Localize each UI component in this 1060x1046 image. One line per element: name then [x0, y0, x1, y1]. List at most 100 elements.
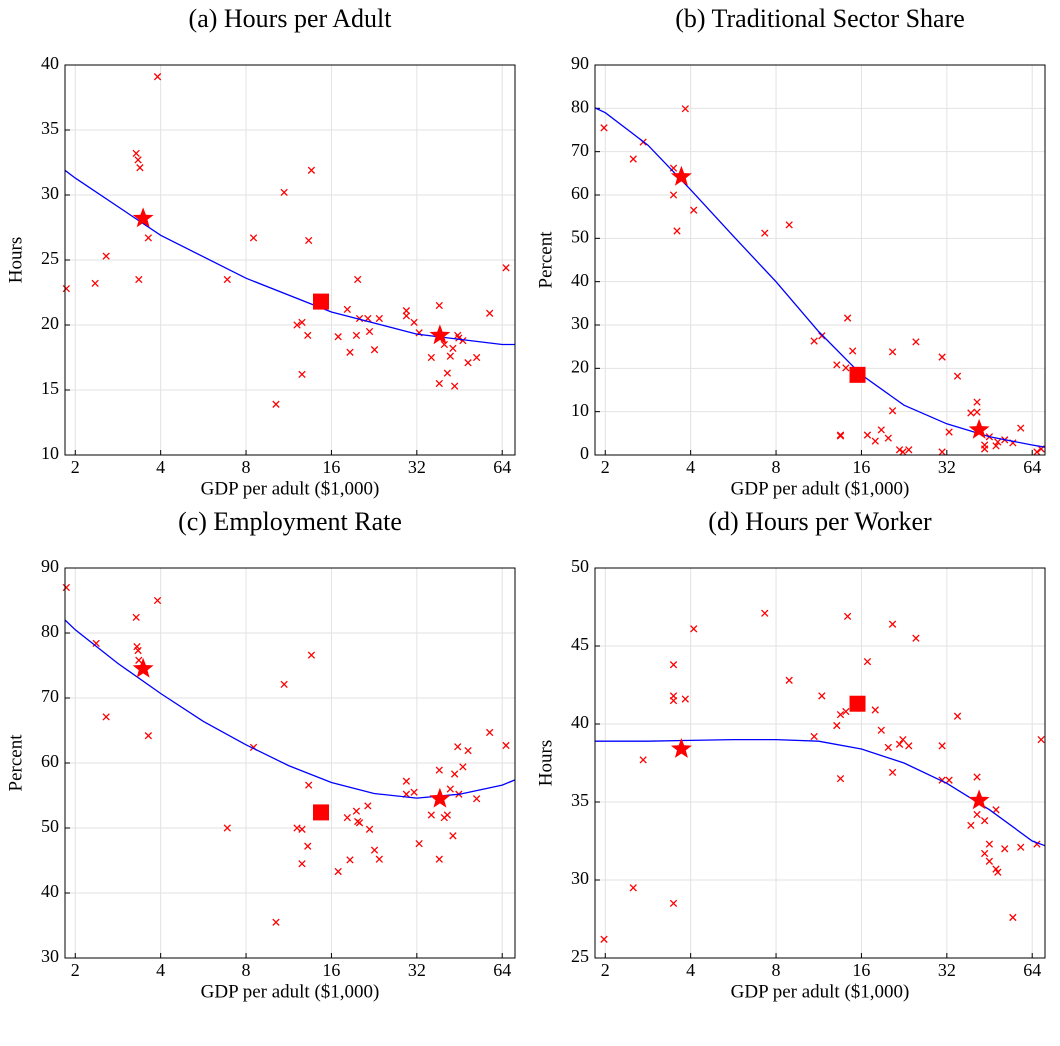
x-tick-label: 8: [242, 457, 251, 477]
data-point: [985, 840, 994, 848]
data-point: [410, 788, 418, 796]
x-axis-label: GDP per adult ($1,000): [201, 478, 380, 499]
data-point: [280, 188, 288, 197]
data-point: [305, 781, 313, 789]
star-marker: [132, 657, 154, 678]
plot-frame: [64, 64, 516, 456]
y-tick-label: 10: [41, 443, 59, 463]
star-marker: [968, 789, 990, 810]
data-point: [298, 318, 306, 327]
data-point: [973, 398, 981, 406]
data-point: [629, 155, 637, 163]
data-point: [785, 221, 793, 229]
y-tick-label: 50: [571, 556, 589, 576]
data-point: [334, 867, 342, 876]
data-point: [895, 446, 904, 454]
y-axis-label: Hours: [5, 237, 26, 283]
x-tick-label: 64: [1023, 457, 1041, 477]
data-point: [502, 264, 510, 272]
data-point: [352, 807, 361, 815]
data-point: [1017, 843, 1025, 851]
data-point: [905, 446, 913, 454]
data-point: [449, 832, 457, 840]
y-tick-label: 35: [571, 790, 589, 810]
x-tick-label: 4: [686, 960, 695, 980]
x-tick-label: 2: [601, 457, 610, 477]
data-point: [153, 596, 162, 605]
data-point: [877, 426, 885, 434]
data-point: [810, 732, 818, 741]
y-tick-label: 40: [41, 881, 59, 901]
y-tick-label: 0: [580, 443, 589, 463]
data-point: [669, 899, 678, 908]
data-point: [600, 124, 608, 132]
x-tick-label: 16: [322, 960, 340, 980]
data-point: [298, 860, 306, 868]
data-point: [992, 442, 1000, 450]
y-tick-label: 40: [41, 53, 59, 73]
data-point: [435, 855, 443, 863]
data-point: [92, 639, 100, 648]
data-point: [435, 766, 443, 774]
data-point: [370, 346, 379, 354]
x-tick-label: 8: [772, 960, 781, 980]
y-tick-label: 20: [571, 356, 589, 376]
data-point: [307, 651, 316, 659]
data-point: [298, 370, 306, 379]
data-point: [450, 770, 459, 778]
data-point: [135, 275, 143, 284]
data-point: [135, 656, 143, 664]
x-tick-label: 16: [852, 457, 870, 477]
data-point: [818, 332, 826, 340]
data-point: [690, 206, 698, 214]
y-tick-label: 50: [571, 226, 589, 246]
data-point: [810, 337, 818, 345]
data-point: [899, 735, 907, 744]
data-point: [132, 149, 140, 158]
data-point: [334, 333, 342, 341]
x-tick-label: 4: [156, 960, 165, 980]
data-point: [1033, 448, 1041, 456]
data-point: [669, 661, 678, 669]
plot-frame: [64, 567, 516, 959]
data-point: [355, 314, 364, 323]
x-tick-label: 32: [408, 960, 426, 980]
data-point: [669, 696, 678, 705]
data-point: [354, 275, 362, 284]
data-point: [761, 609, 769, 617]
data-point: [945, 428, 953, 436]
x-tick-label: 2: [71, 457, 80, 477]
data-point: [1037, 735, 1045, 744]
y-tick-label: 50: [41, 816, 59, 836]
data-point: [472, 353, 481, 362]
data-point: [305, 236, 313, 245]
panel: (c) Employment Rate 30 40 50 60 70 80 90 2 4 8 16 32…: [5, 507, 516, 1002]
fit-line: [64, 169, 515, 346]
data-point: [673, 227, 681, 235]
x-axis-label: GDP per adult ($1,000): [731, 981, 910, 1002]
data-point: [818, 692, 826, 700]
data-point: [967, 821, 975, 830]
fit-line: [594, 107, 1046, 448]
data-point: [967, 409, 975, 417]
data-point: [871, 706, 879, 714]
y-axis-label: Percent: [535, 231, 556, 289]
y-tick-label: 45: [571, 634, 589, 654]
data-point: [1001, 845, 1009, 853]
data-point: [443, 811, 452, 819]
data-point: [304, 842, 312, 850]
x-tick-label: 32: [938, 457, 956, 477]
data-point: [953, 372, 962, 380]
data-point: [1017, 424, 1025, 432]
y-axis-label: Percent: [5, 734, 26, 792]
data-point: [446, 785, 454, 793]
data-point: [681, 105, 689, 113]
data-point: [272, 918, 280, 926]
fit-line: [595, 738, 1046, 847]
square-marker: [849, 366, 866, 383]
plot-area: [595, 568, 1045, 958]
data-point: [304, 331, 312, 340]
y-tick-label: 60: [41, 751, 59, 771]
data-point: [307, 166, 316, 174]
data-point: [1009, 913, 1017, 922]
